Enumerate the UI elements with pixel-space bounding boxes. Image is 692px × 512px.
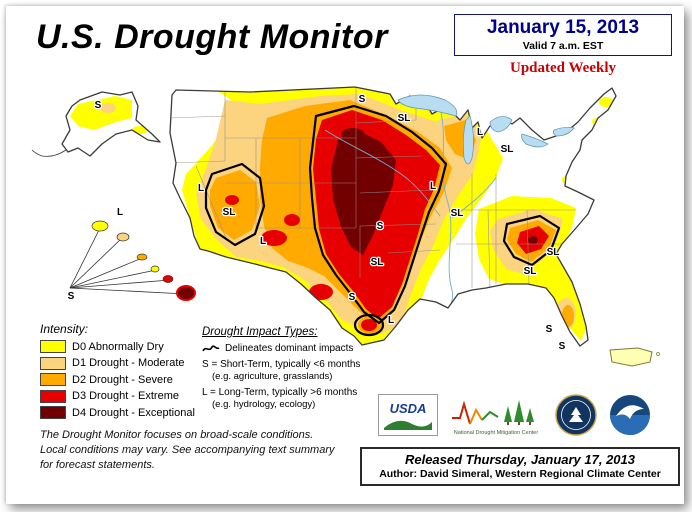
disclaimer-line-3: for forecast statements. xyxy=(40,458,155,471)
impact-types-heading: Drought Impact Types: xyxy=(202,326,318,338)
d1-swatch xyxy=(40,356,66,370)
usda-logo: USDA xyxy=(378,394,438,436)
map-label: S xyxy=(377,221,384,232)
legend-heading: Intensity: xyxy=(40,322,89,336)
legend-item-d2: D2 Drought - Severe xyxy=(40,373,195,386)
alaska-inset xyxy=(31,91,161,157)
impact-delineation-lines xyxy=(204,104,561,337)
map-label: SL xyxy=(398,113,411,124)
delineation-squiggle-icon xyxy=(202,344,220,351)
great-lakes xyxy=(397,94,575,165)
svg-text:USDA: USDA xyxy=(390,401,427,416)
hawaii-inset xyxy=(69,220,196,301)
noaa-seal-icon xyxy=(610,395,650,435)
long-term-definition: L = Long-Term, typically >6 months xyxy=(202,387,358,398)
map-label: S xyxy=(349,292,356,303)
d3-label: D3 Drought - Extreme xyxy=(72,390,179,402)
disclaimer-line-1: The Drought Monitor focuses on broad-sca… xyxy=(40,429,314,441)
d0-label: D0 Abnormally Dry xyxy=(72,340,164,353)
legend-item-d0: D0 Abnormally Dry xyxy=(40,340,195,353)
map-label: SL xyxy=(501,144,514,155)
disclaimer-line-2: Local conditions may vary. See accompany… xyxy=(40,443,335,456)
state-borders xyxy=(170,88,576,289)
map-label: L xyxy=(388,315,394,326)
map-label: SL xyxy=(547,247,560,258)
map-label: L xyxy=(430,181,436,192)
disclaimer-text: The Drought Monitor focuses on broad-sca… xyxy=(40,428,334,473)
long-term-example: (e.g. hydrology, ecology) xyxy=(212,399,316,410)
valid-time: Valid 7 a.m. EST xyxy=(522,40,604,52)
intensity-legend: Intensity: D0 Abnormally Dry D1 Drought … xyxy=(40,322,195,423)
d2-label: D2 Drought - Severe xyxy=(72,373,173,386)
updated-weekly-label: Updated Weekly xyxy=(510,60,616,76)
page-title: U.S. Drought Monitor xyxy=(36,18,388,56)
legend-item-d3: D3 Drought - Extreme xyxy=(40,389,195,403)
release-info-box: Released Thursday, January 17, 2013 Auth… xyxy=(360,447,680,486)
d4-swatch xyxy=(40,406,66,419)
map-label: S xyxy=(95,100,102,111)
map-label: SL xyxy=(451,208,464,219)
delineates-label: Delineates dominant impacts xyxy=(225,343,354,354)
us-drought-map: S L S L SL L S SL L SL L SL S SL S L SL … xyxy=(31,86,660,367)
author-credit: Author: David Simeral, Western Regional … xyxy=(379,468,661,480)
map-label: S xyxy=(546,324,553,335)
delineates-row: Delineates dominant impacts xyxy=(202,343,382,354)
map-label: L xyxy=(260,236,266,247)
agency-logos: USDA National Drought Mitigation Center xyxy=(378,392,652,438)
rivers xyxy=(324,107,497,311)
legend-item-d1: D1 Drought - Moderate xyxy=(40,356,195,370)
short-term-example: (e.g. agriculture, grasslands) xyxy=(212,371,333,382)
map-label: SL xyxy=(371,257,384,268)
d4-label: D4 Drought - Exceptional xyxy=(72,406,195,419)
map-label: L xyxy=(477,127,483,138)
map-label: S xyxy=(68,291,75,302)
d1-label: D1 Drought - Moderate xyxy=(72,357,185,369)
commerce-seal-icon xyxy=(555,394,597,436)
legend-item-d4: D4 Drought - Exceptional xyxy=(40,406,195,419)
puerto-rico-inset xyxy=(609,347,660,367)
hawaii-leader-lines xyxy=(69,227,187,295)
released-date: Released Thursday, January 17, 2013 xyxy=(404,452,636,467)
map-label: S xyxy=(559,341,566,352)
map-label: L xyxy=(198,183,204,194)
drought-regions xyxy=(170,87,613,346)
impact-types-block: Drought Impact Types: Delineates dominan… xyxy=(202,326,382,415)
map-impact-labels: S L S L SL L S SL L SL L SL S SL S L SL … xyxy=(66,93,567,354)
date-block: January 15, 2013 Valid 7 a.m. EST Update… xyxy=(454,14,672,77)
ndmc-logo: National Drought Mitigation Center xyxy=(452,400,539,436)
page: U.S. Drought Monitor January 15, 2013 Va… xyxy=(6,6,684,504)
svg-text:National Drought Mitigation Ce: National Drought Mitigation Center xyxy=(454,430,539,436)
conus-map xyxy=(169,86,617,347)
map-label: SL xyxy=(524,266,537,277)
map-date: January 15, 2013 xyxy=(486,17,640,38)
map-label: SL xyxy=(223,207,236,218)
short-term-definition: S = Short-Term, typically <6 months xyxy=(202,359,361,370)
conus-outline xyxy=(169,86,617,347)
d3-swatch xyxy=(40,389,66,403)
d0-swatch xyxy=(40,340,66,353)
map-label: L xyxy=(117,207,123,218)
d2-swatch xyxy=(40,373,66,386)
date-box: January 15, 2013 Valid 7 a.m. EST xyxy=(454,14,672,56)
map-label: S xyxy=(359,94,366,105)
